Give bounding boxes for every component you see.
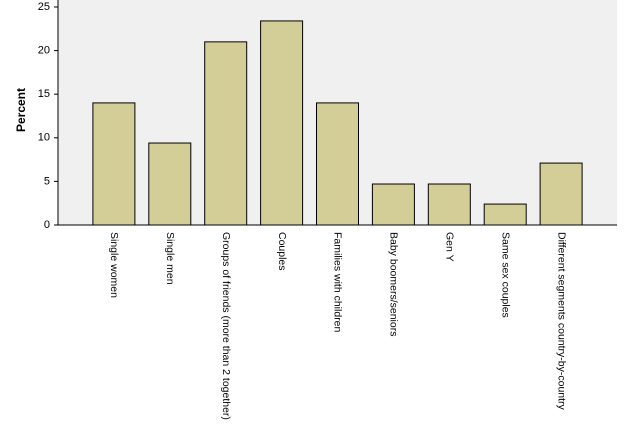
bar <box>539 162 583 226</box>
bar <box>148 142 192 226</box>
x-tick-label: Families with children <box>332 232 344 333</box>
y-tick-label: 20 <box>38 44 50 56</box>
bar <box>483 203 527 226</box>
x-tick-label: Baby boomers/seniors <box>388 232 400 336</box>
bar <box>204 41 248 226</box>
y-tick-label: 15 <box>38 88 50 100</box>
y-tick-label: 0 <box>44 219 50 231</box>
x-tick-label: Single women <box>108 232 120 298</box>
x-tick-label: Gen Y <box>444 232 456 262</box>
bar <box>316 102 359 226</box>
bar <box>427 183 471 226</box>
x-tick-label: Groups of friends (more than 2 together) <box>220 232 232 420</box>
x-tick-label: Couples <box>276 232 288 271</box>
bar <box>371 183 415 226</box>
x-tick-label: Single men <box>164 232 176 285</box>
y-tick-label: 5 <box>44 175 50 187</box>
x-tick-label: Different segments country-by-country <box>555 232 567 411</box>
y-tick-label: 10 <box>38 132 50 144</box>
y-tick-label: 25 <box>38 1 50 13</box>
x-tick-label: Same sex couples <box>499 232 511 318</box>
bar <box>260 20 304 226</box>
y-axis-label: Percent <box>14 88 28 132</box>
bar <box>92 102 136 226</box>
